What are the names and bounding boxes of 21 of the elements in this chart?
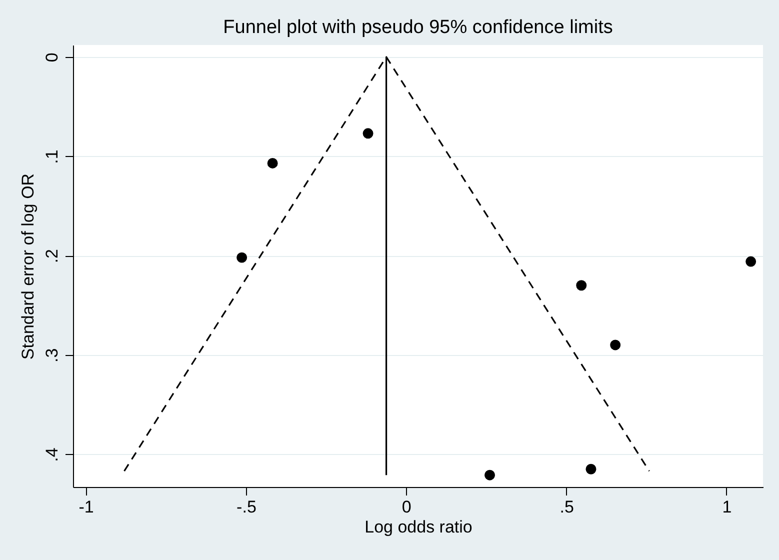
point (586, 464, 596, 474)
x-tick-label: 1 (722, 498, 732, 516)
point (484, 470, 495, 480)
point (576, 280, 587, 291)
point (362, 128, 374, 139)
y-tick-label: 0 (42, 52, 62, 62)
x-tick-label: 0 (402, 498, 412, 516)
x-tick-label: -.5 (236, 498, 256, 516)
point (236, 252, 248, 263)
x-axis-title: Log odds ratio (364, 518, 472, 536)
y-axis-title: Standard error of log OR (18, 173, 38, 360)
x-tick-label: -1 (78, 498, 94, 516)
chart-title: Funnel plot with pseudo 95% confidence limits (223, 17, 613, 38)
point (610, 340, 621, 350)
point (267, 158, 278, 168)
y-tick-label: .4 (42, 448, 62, 462)
y-tick-label: .1 (42, 150, 62, 164)
point (746, 256, 756, 267)
x-tick-label: .5 (560, 498, 574, 516)
y-tick-label: .3 (42, 348, 62, 362)
y-tick-label: .2 (42, 248, 62, 264)
